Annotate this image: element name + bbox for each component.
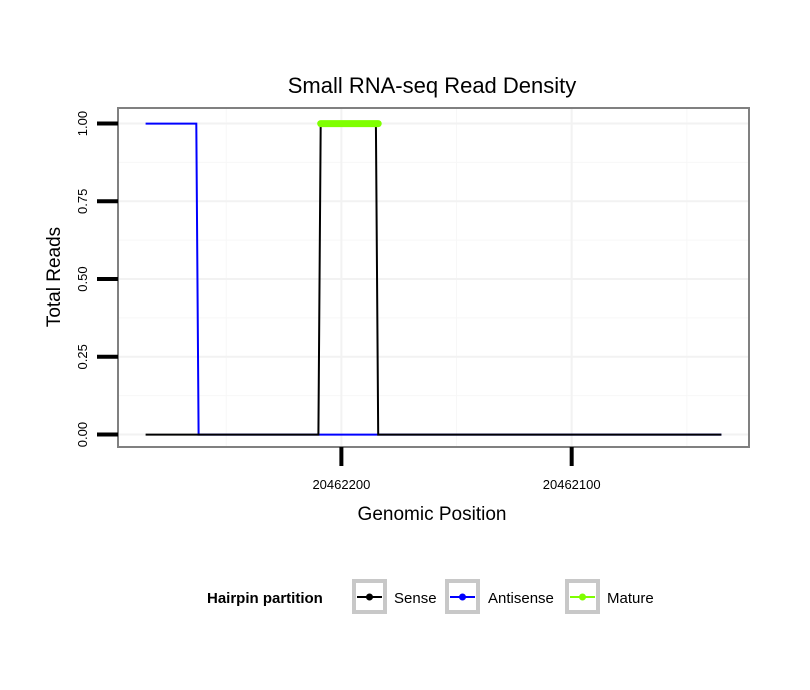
plot-background [118,108,749,447]
legend-key-point [366,593,373,601]
y-axis-title: Total Reads [44,227,65,327]
y-axis: 0.00 0.25 0.50 0.75 1.00 [75,111,118,447]
y-tick-label: 0.50 [75,266,90,291]
y-tick-label: 0.75 [75,189,90,214]
legend-key-point [459,593,466,601]
y-tick-label: 0.00 [75,422,90,447]
x-axis-title: Genomic Position [358,504,507,525]
series-layer [145,120,722,436]
legend-label-sense: Sense [394,590,437,607]
legend-label-mature: Mature [607,590,654,607]
y-tick-label: 1.00 [75,111,90,136]
legend-key-antisense [445,579,480,614]
x-tick-label: 20462100 [543,477,601,492]
legend-key-point [579,593,586,601]
legend-title: Hairpin partition [207,590,323,607]
chart-title: Small RNA-seq Read Density [288,73,577,98]
legend: Hairpin partition Sense Antisense Mature [207,579,654,614]
legend-label-antisense: Antisense [488,590,554,607]
x-tick-label: 20462200 [312,477,370,492]
x-axis: 20462200 20462100 [312,447,601,492]
y-tick-label: 0.25 [75,344,90,369]
